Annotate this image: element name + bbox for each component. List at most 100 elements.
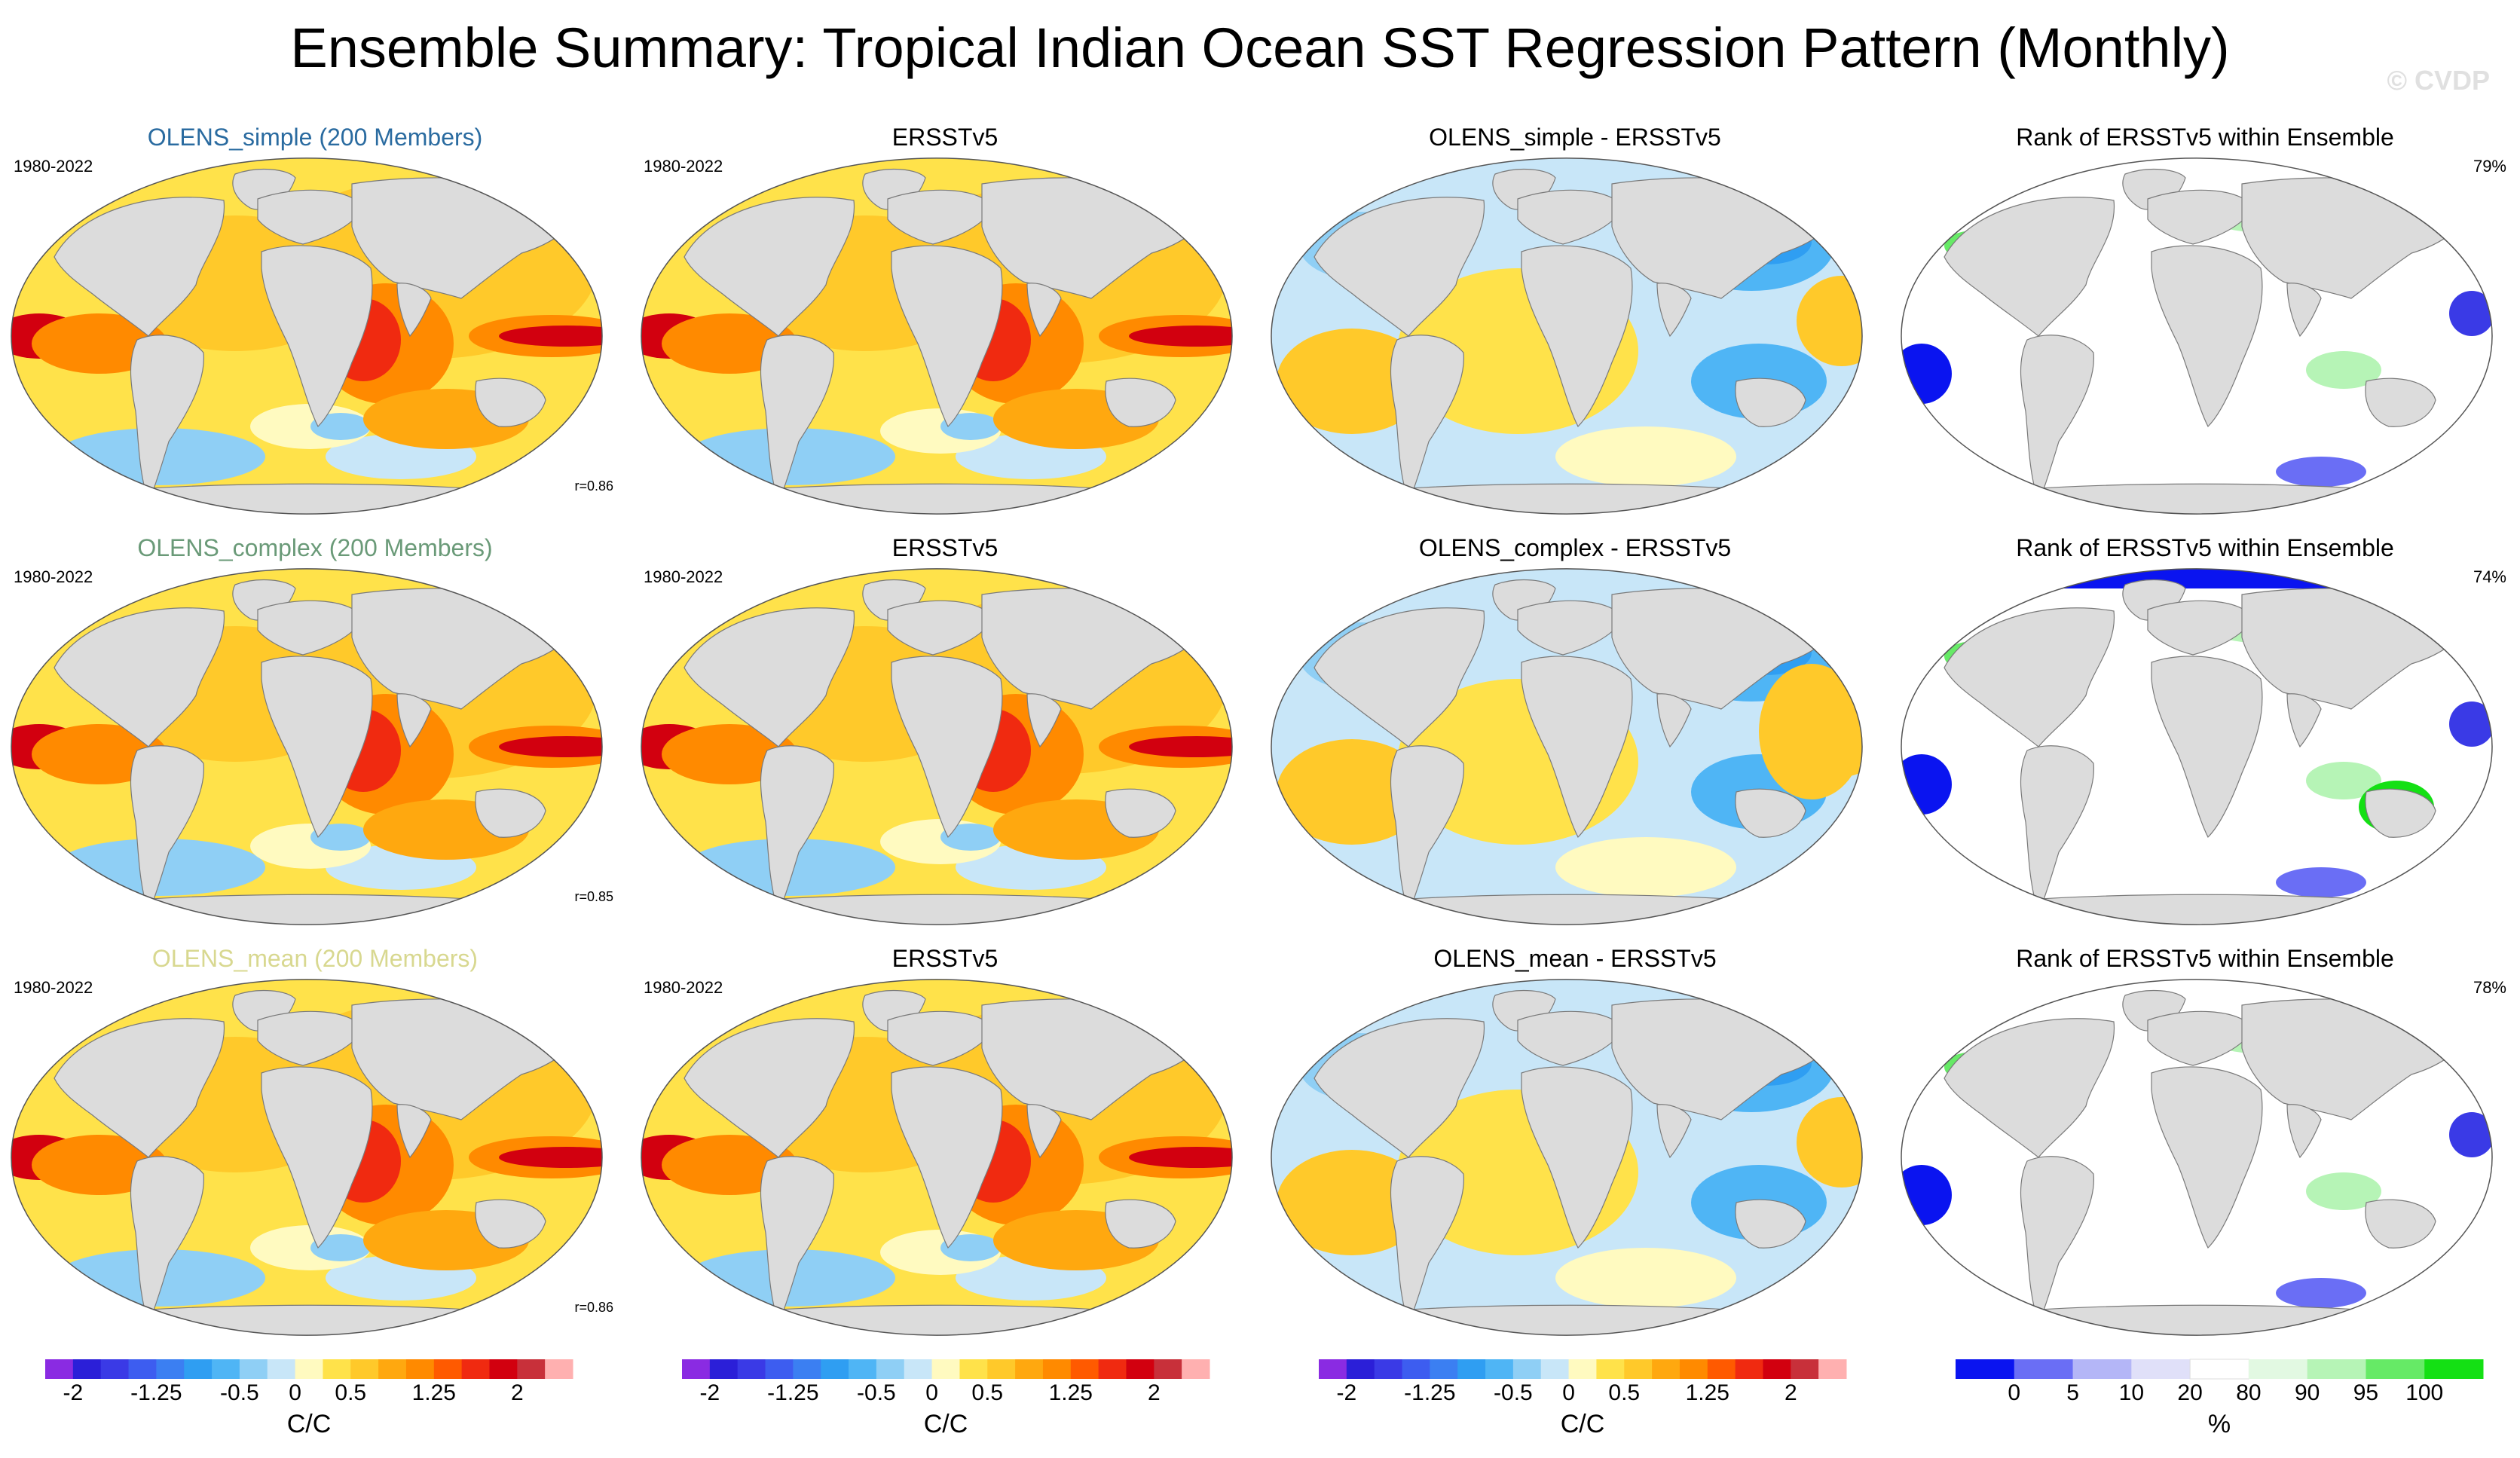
colorbar-tick-label: 2	[511, 1380, 524, 1405]
colorbar-tick-label: 0.5	[335, 1380, 366, 1405]
colorbar-tick-label: -0.5	[857, 1380, 896, 1405]
field-blob	[1797, 1097, 1863, 1187]
land-south-america	[130, 1156, 204, 1325]
land-europe	[257, 189, 364, 245]
colorbar-tick-label: 0.5	[1608, 1380, 1640, 1405]
land-europe	[887, 189, 994, 245]
colorbar-swatch	[1540, 1359, 1570, 1379]
panel-title: Rank of ERSSTv5 within Ensemble	[2016, 534, 2394, 561]
land-africa	[1521, 656, 1633, 839]
land-india	[1656, 1104, 1692, 1159]
land-australia	[2365, 377, 2436, 427]
colorbar-swatch	[1042, 1359, 1072, 1379]
land-africa	[2151, 1066, 2263, 1249]
map-field	[1271, 157, 1863, 515]
colorbar-tick-label: -1.25	[130, 1380, 182, 1405]
land-antarctica	[676, 894, 1197, 925]
colorbar-swatch	[1457, 1359, 1486, 1379]
map-field	[641, 157, 1233, 515]
field-blob	[2449, 1112, 2493, 1157]
panel-ensemble-row3: OLENS_mean (200 Members) 1980-2022 r=0.8…	[0, 942, 630, 1353]
land-south-america	[1390, 1156, 1464, 1325]
panel-rank-row3: Rank of ERSSTv5 within Ensemble 78%	[1890, 942, 2520, 1353]
panel-ensemble-row2: OLENS_complex (200 Members) 1980-2022 r=…	[0, 531, 630, 942]
land-australia	[2365, 788, 2436, 838]
colorbar-swatch	[517, 1359, 546, 1379]
land-south-america	[2020, 745, 2094, 914]
colorbar-tick-label: 100	[2405, 1380, 2443, 1405]
colorbar-swatch	[1624, 1359, 1653, 1379]
land-europe	[2147, 189, 2254, 245]
colorbar-swatch	[1430, 1359, 1458, 1379]
land-antarctica	[46, 894, 567, 925]
map-border	[1271, 157, 1863, 515]
colorbar-swatch	[433, 1359, 463, 1379]
years-label: 1980-2022	[14, 978, 93, 997]
field-blob	[1759, 664, 1863, 799]
map-field	[1271, 979, 1863, 1336]
land-north-america	[1314, 197, 1485, 337]
land-europe	[1517, 1010, 1624, 1066]
land-africa	[891, 656, 1003, 839]
colorbar-swatch	[1707, 1359, 1736, 1379]
map-border	[1901, 157, 2493, 515]
land-india	[1656, 283, 1692, 338]
field-blob	[2306, 351, 2381, 389]
land-india	[1656, 693, 1692, 748]
colorbar-swatch	[931, 1359, 960, 1379]
colorbar-swatch	[72, 1359, 102, 1379]
map-ensemble-row1	[11, 157, 603, 515]
colorbar-swatch	[461, 1359, 490, 1379]
colorbar-tick-label: -0.5	[220, 1380, 259, 1405]
field-blob	[1129, 1147, 1233, 1168]
land-australia	[475, 1199, 546, 1249]
colorbar-swatch	[378, 1359, 407, 1379]
watermark: © CVDP	[2387, 65, 2490, 96]
land-india	[2286, 1104, 2322, 1159]
colorbar-unit: C/C	[1560, 1410, 1605, 1438]
rank-percent: 79%	[2473, 157, 2506, 176]
colorbar-swatch	[904, 1359, 933, 1379]
land-south-america	[760, 1156, 834, 1325]
colorbar-swatch	[156, 1359, 185, 1379]
field-blob	[310, 1234, 371, 1261]
land-antarctica	[1306, 1304, 1827, 1336]
colorbar-swatch	[1182, 1359, 1210, 1379]
map-field	[11, 568, 603, 925]
colorbar-swatch	[765, 1359, 794, 1379]
colorbar-swatch	[184, 1359, 213, 1379]
land-africa	[1521, 1066, 1633, 1249]
colorbar-tick-label: 2	[1784, 1380, 1797, 1405]
colorbar-tick-label: 1.25	[412, 1380, 456, 1405]
map-obs-row1	[641, 157, 1233, 515]
field-blob	[2449, 291, 2493, 336]
field-blob	[1797, 276, 1863, 366]
field-blob	[1555, 1248, 1736, 1308]
field-blob	[2306, 1172, 2381, 1210]
colorbar-unit: C/C	[923, 1410, 968, 1438]
colorbar-swatch	[2014, 1359, 2074, 1379]
map-field	[1271, 568, 1863, 925]
colorbar-tick-label: 1.25	[1686, 1380, 1729, 1405]
land-antarctica	[676, 483, 1197, 515]
land-australia	[2365, 1199, 2436, 1249]
land-antarctica	[46, 1304, 567, 1336]
panel-title: ERSSTv5	[891, 534, 999, 561]
colorbar-tick-label: 5	[2066, 1380, 2079, 1405]
land-africa	[1521, 245, 1633, 428]
panel-title: OLENS_complex - ERSSTv5	[1418, 534, 1732, 561]
land-north-america	[54, 1018, 225, 1158]
field-blob	[2306, 762, 2381, 799]
map-border	[1901, 979, 2493, 1336]
colorbar-swatch	[1485, 1359, 1514, 1379]
colorbar-swatch	[239, 1359, 268, 1379]
map-ensemble-row2	[11, 568, 603, 925]
colorbar-swatch	[1512, 1359, 1542, 1379]
map-obs-row3	[641, 979, 1233, 1336]
land-africa	[261, 1066, 373, 1249]
land-india	[1026, 693, 1062, 748]
field-blob	[2449, 701, 2493, 747]
colorbar-swatch	[987, 1359, 1016, 1379]
panel-rank-row1: Rank of ERSSTv5 within Ensemble 79%	[1890, 121, 2520, 531]
map-border	[641, 568, 1233, 925]
